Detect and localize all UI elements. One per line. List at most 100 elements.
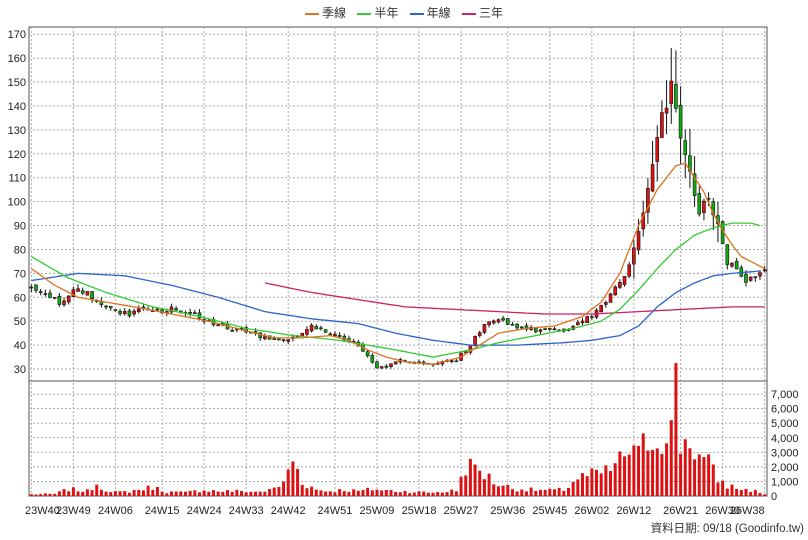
volume-bar <box>356 490 360 496</box>
candle-body <box>277 338 281 341</box>
candle-body <box>85 291 90 296</box>
volume-bar <box>272 487 276 496</box>
volume-bar <box>48 493 52 496</box>
volume-bar <box>440 492 444 496</box>
volume-tick-label: 5,000 <box>771 418 799 430</box>
candle-body <box>585 316 589 323</box>
volume-bar <box>604 465 608 496</box>
candle-body <box>627 264 632 277</box>
candle-body <box>552 328 557 331</box>
volume-bar <box>277 486 281 496</box>
candle-body <box>744 273 748 283</box>
volume-bar <box>735 488 739 496</box>
volume-bar <box>468 458 472 496</box>
x-tick-label: 23W40 <box>25 505 60 517</box>
candle-body <box>669 80 674 105</box>
volume-bar <box>431 492 435 496</box>
legend-item-half: 半年 <box>357 4 398 21</box>
price-tick-label: 120 <box>8 149 26 161</box>
price-tick-label: 150 <box>8 77 26 89</box>
volume-bar <box>258 491 262 496</box>
x-tick-label: 24W42 <box>271 505 306 517</box>
volume-bar <box>548 488 552 496</box>
volume-bar <box>244 492 248 496</box>
candle-body <box>52 297 57 299</box>
volume-bar <box>534 490 538 496</box>
volume-bar <box>585 476 589 496</box>
candle-body <box>660 112 664 138</box>
candle-body <box>702 200 706 213</box>
volume-bar <box>688 448 692 496</box>
volume-bar <box>697 454 701 496</box>
x-tick-label: 23W49 <box>56 505 91 517</box>
candle-body <box>762 269 767 272</box>
volume-bar <box>95 484 99 496</box>
x-tick-label: 25W18 <box>402 505 437 517</box>
volume-bar <box>590 468 594 496</box>
candle-body <box>524 325 529 330</box>
candle-body <box>632 247 636 265</box>
candle-body <box>622 276 627 285</box>
x-tick-label: 24W24 <box>187 505 222 517</box>
volume-bar <box>581 473 584 496</box>
volume-bar <box>506 484 510 496</box>
volume-bar <box>478 470 482 496</box>
data-date: 資料日期: 09/18 <box>650 523 732 535</box>
candle-body <box>664 107 669 114</box>
volume-bar <box>538 489 542 496</box>
volume-bar <box>646 450 650 496</box>
candle-body <box>463 351 468 354</box>
volume-bar <box>641 433 645 496</box>
volume-bar <box>679 453 683 496</box>
volume-bar <box>389 489 393 496</box>
volume-bar <box>459 476 463 496</box>
candle-body <box>650 164 655 192</box>
volume-bar <box>319 490 323 496</box>
volume-panel-frame <box>28 380 768 497</box>
candle-body <box>197 312 202 319</box>
candle-body <box>384 365 389 368</box>
candle-body <box>711 201 716 216</box>
volume-bar <box>744 488 748 496</box>
candle-body <box>375 361 379 369</box>
candle-body <box>122 311 127 315</box>
candle-body <box>482 324 487 333</box>
candle-body <box>263 336 267 340</box>
volume-bar <box>113 491 117 496</box>
volume-tick-label: 1,000 <box>771 476 799 488</box>
candle-body <box>379 366 384 369</box>
x-tick-label: 25W09 <box>360 505 395 517</box>
candle-body <box>473 335 477 347</box>
moving-average-lines <box>30 162 765 365</box>
volume-bar <box>394 491 398 496</box>
candle-body <box>608 293 613 303</box>
volume-bar <box>132 489 136 496</box>
price-tick-label: 140 <box>8 101 26 113</box>
candle-body <box>674 83 678 109</box>
volume-bar <box>380 490 384 496</box>
price-tick-label: 90 <box>14 221 26 233</box>
volume-bar <box>398 492 402 496</box>
volume-bar <box>29 494 33 496</box>
candle-body <box>692 173 697 196</box>
candle-body <box>515 323 519 329</box>
volume-tick-label: 7,000 <box>771 389 799 401</box>
volume-bar <box>665 443 669 496</box>
candle-body <box>646 188 650 213</box>
volume-bar <box>109 492 113 496</box>
volume-bar <box>552 489 556 496</box>
candle-body <box>641 212 646 230</box>
price-tick-label: 110 <box>8 173 26 185</box>
volume-bar <box>529 487 533 496</box>
x-tick-label: 26W30 <box>705 505 740 517</box>
volume-bar <box>566 487 570 496</box>
volume-bar <box>43 493 47 496</box>
volume-bar <box>464 475 468 496</box>
candle-body <box>309 324 314 332</box>
candle-body <box>389 363 393 367</box>
volume-bar <box>702 457 706 496</box>
candle-body <box>655 137 660 162</box>
volume-bar <box>342 491 346 496</box>
volume-bar <box>338 489 342 496</box>
